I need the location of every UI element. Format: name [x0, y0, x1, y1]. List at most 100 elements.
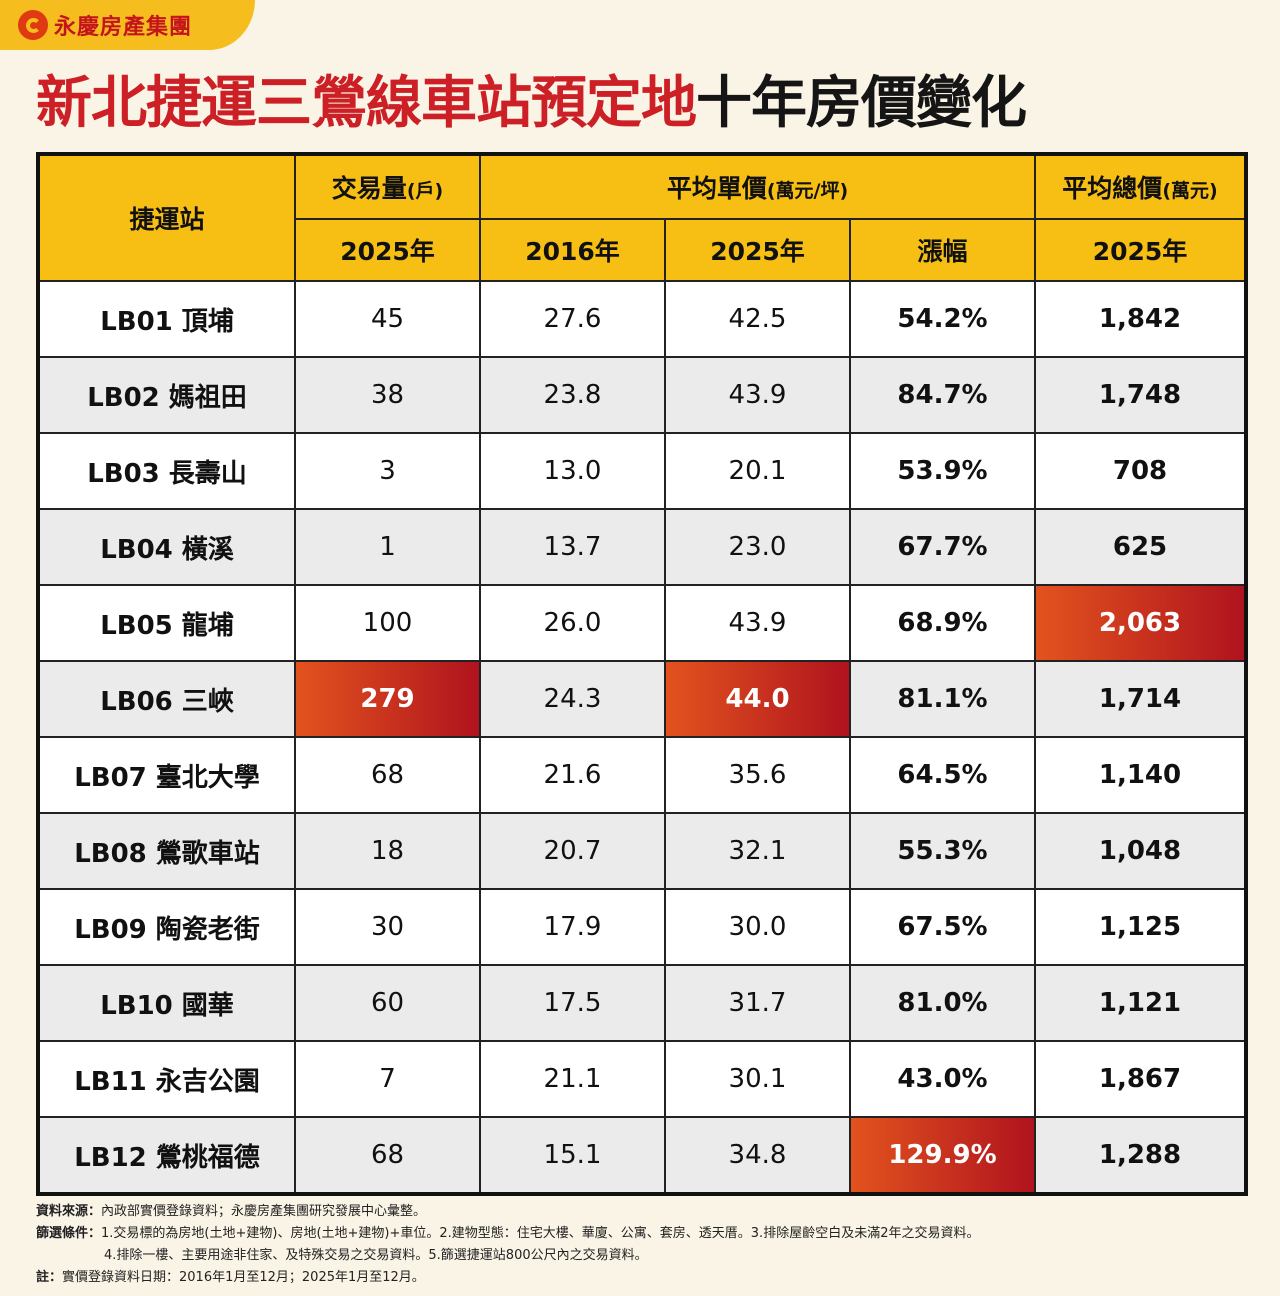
total-cell: 1,714	[1034, 660, 1247, 738]
price-2016-cell: 27.6	[479, 280, 666, 358]
price-2016-cell: 20.7	[479, 812, 666, 890]
station-cell: LB06 三峽	[37, 660, 296, 738]
table-row: LB11 永吉公園 7 21.1 30.1 43.0% 1,867	[37, 1040, 1247, 1118]
title-black-part: 十年房價變化	[696, 71, 1027, 136]
brand-name: 永慶房產集團	[54, 15, 193, 40]
station-cell: LB04 橫溪	[37, 508, 296, 586]
price-2025-cell: 20.1	[664, 432, 851, 510]
table-row: LB07 臺北大學 68 21.6 35.6 64.5% 1,140	[37, 736, 1247, 814]
growth-cell: 81.0%	[849, 964, 1036, 1042]
date-note: 註：實價登錄資料日期：2016年1月至12月；2025年1月至12月。	[36, 1270, 425, 1285]
price-2025-cell: 43.9	[664, 584, 851, 662]
price-2016-cell: 17.9	[479, 888, 666, 966]
price-2025-cell: 43.9	[664, 356, 851, 434]
brand-logo-icon	[18, 10, 48, 40]
header-station: 捷運站	[37, 153, 296, 282]
price-2016-cell: 26.0	[479, 584, 666, 662]
price-2016-cell: 13.0	[479, 432, 666, 510]
price-2016-cell: 24.3	[479, 660, 666, 738]
price-2025-cell: 34.8	[664, 1116, 851, 1195]
price-2025-cell: 32.1	[664, 812, 851, 890]
price-2025-cell: 23.0	[664, 508, 851, 586]
total-cell: 1,288	[1034, 1116, 1247, 1195]
total-cell: 1,842	[1034, 280, 1247, 358]
station-cell: LB03 長壽山	[37, 432, 296, 510]
growth-cell: 68.9%	[849, 584, 1036, 662]
subheader-total-2025: 2025年	[1034, 218, 1247, 282]
title-red-part: 新北捷運三鶯線車站預定地	[36, 71, 697, 136]
total-cell: 625	[1034, 508, 1247, 586]
growth-cell: 64.5%	[849, 736, 1036, 814]
source-note: 資料來源：內政部實價登錄資料；永慶房產集團研究發展中心彙整。	[36, 1204, 427, 1219]
table-row: LB06 三峽 279 24.3 44.0 81.1% 1,714	[37, 660, 1247, 738]
price-2016-cell: 15.1	[479, 1116, 666, 1195]
table-row: LB09 陶瓷老街 30 17.9 30.0 67.5% 1,125	[37, 888, 1247, 966]
growth-cell: 55.3%	[849, 812, 1036, 890]
price-2025-cell: 30.0	[664, 888, 851, 966]
filter-note-continued: 4.排除一樓、主要用途非住家、及特殊交易之交易資料。5.篩選捷運站800公尺內之…	[104, 1248, 648, 1263]
subheader-price-2016: 2016年	[479, 218, 666, 282]
total-cell: 1,121	[1034, 964, 1247, 1042]
price-table: 捷運站 交易量(戶) 平均單價(萬元/坪) 平均總價(萬元) 2025年 201…	[36, 152, 1248, 1196]
volume-cell: 100	[294, 584, 481, 662]
table-row: LB05 龍埔 100 26.0 43.9 68.9% 2,063	[37, 584, 1247, 662]
header-volume: 交易量(戶)	[294, 153, 481, 220]
price-2025-cell: 35.6	[664, 736, 851, 814]
volume-cell: 18	[294, 812, 481, 890]
footnotes: 資料來源：內政部實價登錄資料；永慶房產集團研究發展中心彙整。 篩選條件：1.交易…	[36, 1201, 1256, 1289]
price-2025-cell: 42.5	[664, 280, 851, 358]
volume-cell: 30	[294, 888, 481, 966]
table-row: LB04 橫溪 1 13.7 23.0 67.7% 625	[37, 508, 1247, 586]
volume-cell: 7	[294, 1040, 481, 1118]
table-row: LB10 國華 60 17.5 31.7 81.0% 1,121	[37, 964, 1247, 1042]
volume-cell: 60	[294, 964, 481, 1042]
total-cell: 1,125	[1034, 888, 1247, 966]
table-row: LB08 鶯歌車站 18 20.7 32.1 55.3% 1,048	[37, 812, 1247, 890]
growth-cell-highlight: 129.9%	[849, 1116, 1036, 1195]
station-cell: LB10 國華	[37, 964, 296, 1042]
price-2016-cell: 13.7	[479, 508, 666, 586]
subheader-price-2025: 2025年	[664, 218, 851, 282]
total-cell: 1,048	[1034, 812, 1247, 890]
subheader-growth: 漲幅	[849, 218, 1036, 282]
header-total-price: 平均總價(萬元)	[1034, 153, 1247, 220]
total-cell: 1,140	[1034, 736, 1247, 814]
station-cell: LB12 鶯桃福德	[37, 1116, 296, 1195]
growth-cell: 81.1%	[849, 660, 1036, 738]
station-cell: LB09 陶瓷老街	[37, 888, 296, 966]
filter-note: 篩選條件：1.交易標的為房地(土地+建物)、房地(土地+建物)+車位。2.建物型…	[36, 1226, 980, 1241]
total-cell: 1,748	[1034, 356, 1247, 434]
price-2016-cell: 21.6	[479, 736, 666, 814]
price-2016-cell: 23.8	[479, 356, 666, 434]
page-title: 新北捷運三鶯線車站預定地十年房價變化	[36, 68, 1256, 140]
volume-cell: 1	[294, 508, 481, 586]
volume-cell: 68	[294, 736, 481, 814]
total-cell-highlight: 2,063	[1034, 584, 1247, 662]
volume-cell: 68	[294, 1116, 481, 1195]
growth-cell: 67.5%	[849, 888, 1036, 966]
table-row: LB01 頂埔 45 27.6 42.5 54.2% 1,842	[37, 280, 1247, 358]
total-cell: 708	[1034, 432, 1247, 510]
volume-cell: 3	[294, 432, 481, 510]
brand-tab: 永慶房產集團	[0, 0, 255, 50]
subheader-volume-2025: 2025年	[294, 218, 481, 282]
price-2025-cell-highlight: 44.0	[664, 660, 851, 738]
growth-cell: 84.7%	[849, 356, 1036, 434]
growth-cell: 54.2%	[849, 280, 1036, 358]
growth-cell: 53.9%	[849, 432, 1036, 510]
station-cell: LB05 龍埔	[37, 584, 296, 662]
table-row: LB02 媽祖田 38 23.8 43.9 84.7% 1,748	[37, 356, 1247, 434]
price-2016-cell: 21.1	[479, 1040, 666, 1118]
price-2025-cell: 31.7	[664, 964, 851, 1042]
station-cell: LB08 鶯歌車站	[37, 812, 296, 890]
price-2016-cell: 17.5	[479, 964, 666, 1042]
station-cell: LB01 頂埔	[37, 280, 296, 358]
station-cell: LB02 媽祖田	[37, 356, 296, 434]
table-row: LB12 鶯桃福德 68 15.1 34.8 129.9% 1,288	[37, 1116, 1247, 1195]
station-cell: LB07 臺北大學	[37, 736, 296, 814]
growth-cell: 43.0%	[849, 1040, 1036, 1118]
total-cell: 1,867	[1034, 1040, 1247, 1118]
growth-cell: 67.7%	[849, 508, 1036, 586]
volume-cell: 38	[294, 356, 481, 434]
header-unit-price: 平均單價(萬元/坪)	[479, 153, 1036, 220]
